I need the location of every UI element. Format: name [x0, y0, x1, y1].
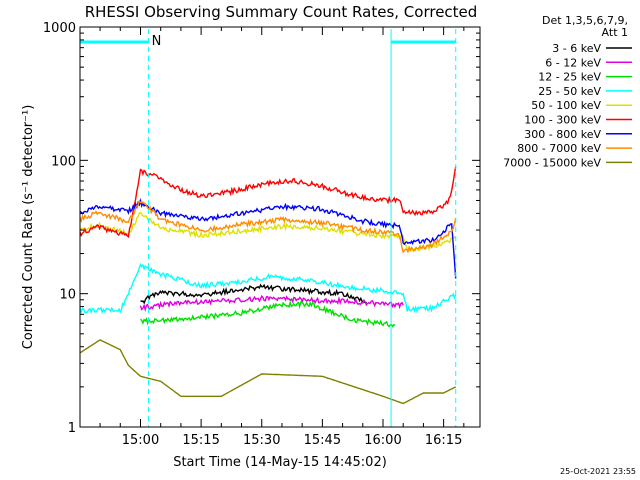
series-line — [140, 283, 367, 305]
flag-marker: N — [152, 34, 162, 49]
legend-header: Att 1 — [602, 26, 628, 39]
legend-entry-label: 12 - 25 keV — [538, 71, 601, 84]
legend-entry-label: 50 - 100 keV — [531, 99, 601, 112]
x-tick-label: 15:30 — [243, 433, 280, 448]
x-tick-label: 15:00 — [122, 433, 159, 448]
legend-entry-label: 100 - 300 keV — [524, 114, 601, 127]
legend-header: Det 1,3,5,6,7,9, — [542, 14, 628, 27]
series-line — [79, 339, 457, 405]
legend-entry-label: 300 - 800 keV — [524, 128, 601, 141]
chart-title: RHESSI Observing Summary Count Rates, Co… — [85, 3, 478, 21]
series-line — [79, 262, 457, 315]
y-tick-label: 1 — [68, 421, 76, 436]
legend-entry-label: 25 - 50 keV — [538, 85, 601, 98]
y-axis-label: Corrected Count Rate (s⁻¹ detector⁻¹) — [21, 105, 36, 350]
x-axis-label: Start Time (14-May-15 14:45:02) — [173, 455, 387, 470]
series-line — [139, 299, 396, 328]
plot-frame — [79, 26, 481, 428]
timestamp: 25-Oct-2021 23:55 — [560, 467, 636, 476]
series-line — [139, 294, 404, 313]
series-layer — [79, 166, 457, 405]
series-line — [79, 211, 456, 253]
legend-entry-label: 6 - 12 keV — [545, 56, 601, 69]
y-tick-label: 10 — [59, 288, 76, 303]
x-tick-label: 15:45 — [304, 433, 341, 448]
x-tick-label: 15:15 — [182, 433, 219, 448]
ticks-layer: 15:00 15:15 15:30 15:45 16:00 16:15 1 10 100 1000 — [43, 21, 480, 448]
legend-entry-label: 800 - 7000 keV — [517, 142, 601, 155]
legend-entry-label: 7000 - 15000 keV — [503, 156, 601, 169]
y-tick-label: 100 — [51, 154, 76, 169]
series-line — [79, 197, 457, 279]
x-tick-label: 16:00 — [364, 433, 401, 448]
y-tick-label: 1000 — [43, 21, 76, 36]
x-tick-label: 16:15 — [425, 433, 462, 448]
legend-entry-label: 3 - 6 keV — [552, 42, 601, 55]
series-line — [79, 199, 457, 254]
